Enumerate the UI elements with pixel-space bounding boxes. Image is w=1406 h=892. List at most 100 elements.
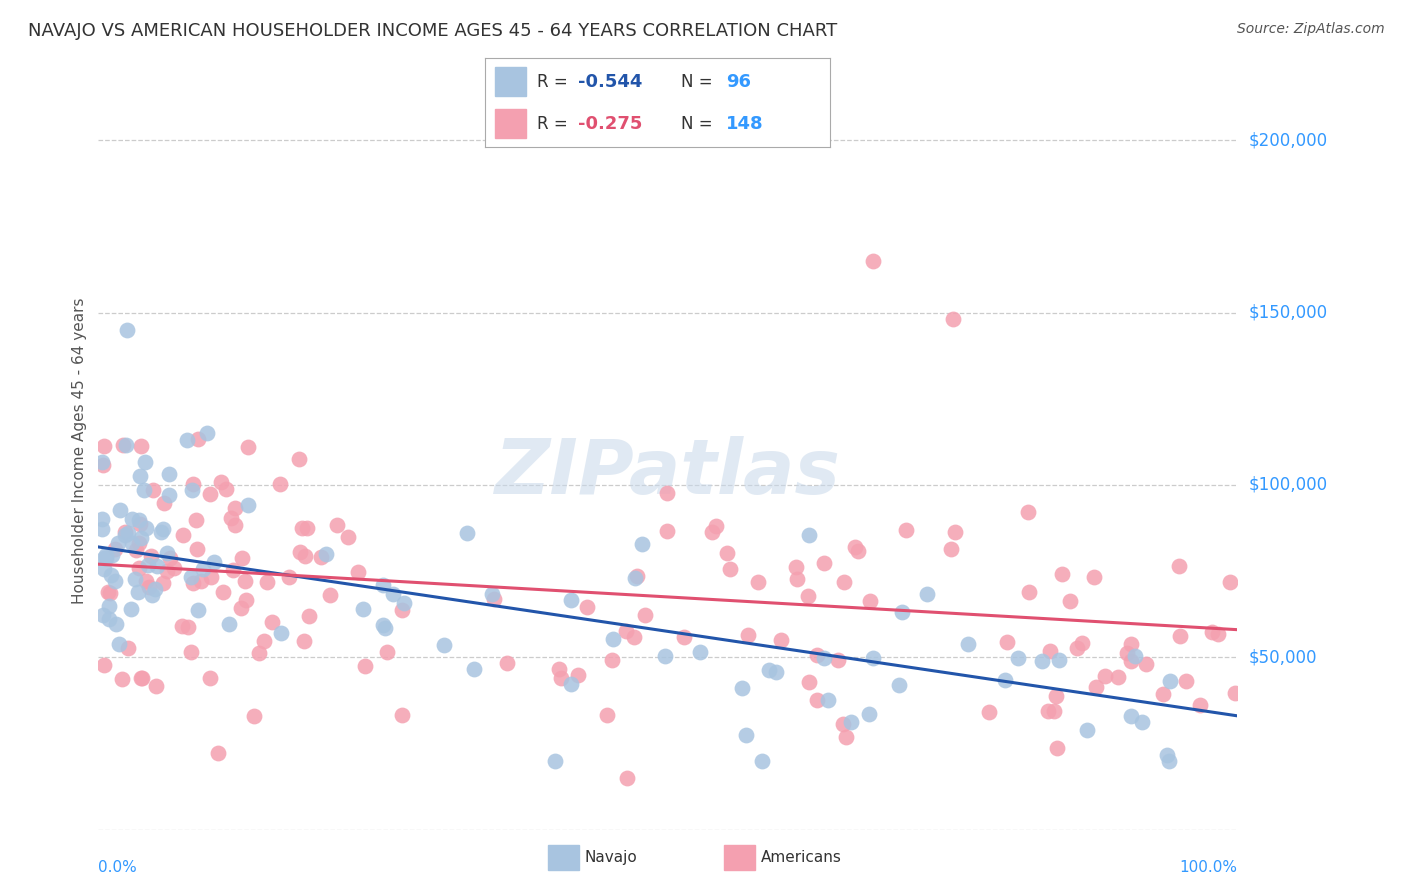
Point [371,618,394,632]
Point [624,570,647,584]
Point [117,641,139,656]
Point [1201,625,1223,640]
Point [560,593,582,607]
Point [138,580,160,594]
Point [115,323,138,337]
Point [190,574,212,588]
Point [139,549,162,563]
Text: Navajo: Navajo [585,850,638,864]
Point [373,621,395,635]
Point [231,550,253,565]
Point [718,562,741,576]
Point [567,668,589,682]
Point [117,525,139,540]
Point [100,586,122,600]
Point [391,603,413,617]
Point [288,545,311,559]
Text: 100.0%: 100.0% [1180,860,1237,875]
Point [939,541,962,556]
Point [222,563,245,577]
Point [347,565,370,579]
Point [1018,585,1040,599]
Point [827,653,849,667]
Point [183,476,205,491]
Point [560,676,582,690]
Point [93,562,115,576]
Point [128,536,150,550]
Point [371,578,394,592]
Point [91,455,114,469]
Point [224,518,246,533]
Point [375,645,398,659]
Text: ZIPatlas: ZIPatlas [495,436,841,510]
Point [769,632,792,647]
Point [1121,655,1143,669]
Point [817,692,839,706]
Point [236,440,259,454]
Point [544,754,567,768]
Point [382,587,405,601]
Point [575,600,598,615]
Point [180,645,202,659]
Point [548,662,571,676]
Point [1083,570,1105,584]
Point [93,458,115,473]
Point [1119,636,1142,650]
Point [1159,673,1181,688]
Point [294,549,316,563]
Point [142,483,165,497]
Point [915,587,938,601]
Point [595,707,617,722]
Y-axis label: Householder Income Ages 45 - 64 years: Householder Income Ages 45 - 64 years [72,297,87,604]
Point [152,522,174,536]
Point [90,512,112,526]
Point [1208,627,1230,641]
Point [700,524,723,539]
Point [481,587,503,601]
Point [98,599,121,613]
Point [765,665,787,680]
Point [995,635,1018,649]
Point [1168,630,1191,644]
Point [198,671,221,685]
Point [1066,640,1088,655]
Point [121,535,143,549]
Point [758,664,780,678]
Point [1123,648,1146,663]
Point [129,517,152,532]
Point [145,680,167,694]
Point [200,570,222,584]
Point [858,594,880,608]
Point [247,646,270,660]
Point [101,548,124,562]
Point [195,426,218,441]
Point [134,455,156,469]
Point [813,556,835,570]
Point [108,502,131,516]
Point [224,500,246,515]
Point [392,596,415,610]
Point [1076,723,1098,738]
Point [704,519,727,533]
Point [132,483,155,497]
Point [256,574,278,589]
Point [813,651,835,665]
Point [269,477,291,491]
Point [337,530,360,544]
Point [124,572,146,586]
Point [391,708,413,723]
Point [623,630,645,644]
Point [98,612,121,626]
Point [120,602,142,616]
Point [207,746,229,760]
Point [128,469,150,483]
Point [831,716,853,731]
Point [956,637,979,651]
Point [146,559,169,574]
Point [104,574,127,588]
Point [128,561,150,575]
Point [94,550,117,565]
Point [172,618,194,632]
Point [1045,689,1067,703]
Point [198,487,221,501]
